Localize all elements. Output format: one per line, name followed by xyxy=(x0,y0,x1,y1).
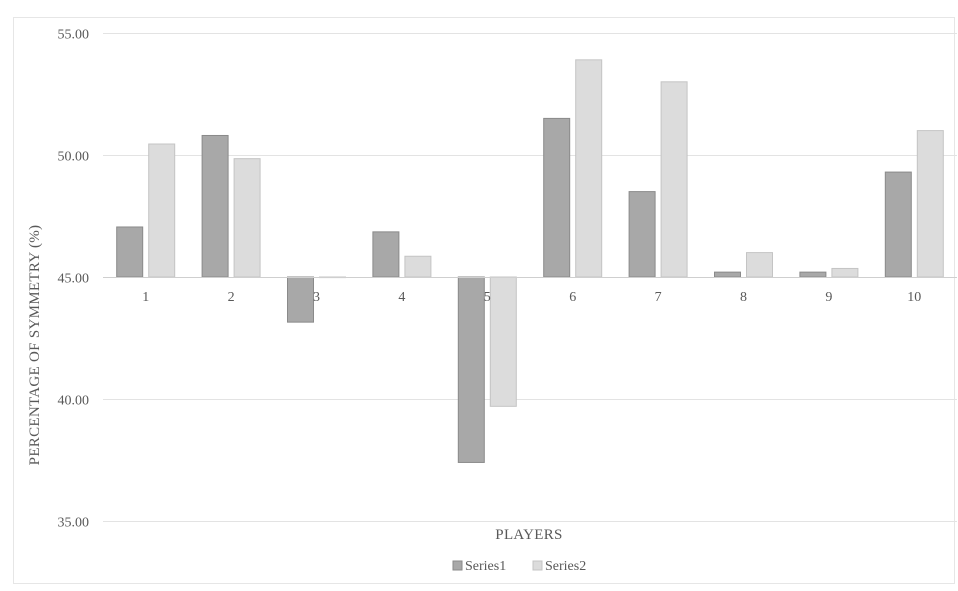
bar-series2-player-5 xyxy=(489,276,517,407)
x-tick-label: 6 xyxy=(569,290,576,305)
y-tick-label: 40.00 xyxy=(58,394,90,409)
bar-series1-player-10 xyxy=(884,171,912,278)
legend-label-series1: Series1 xyxy=(465,559,506,574)
bar-series2-player-7 xyxy=(660,81,688,278)
y-tick-label: 55.00 xyxy=(58,28,90,43)
bar-series1-player-3 xyxy=(287,276,314,323)
bar-series2-player-4 xyxy=(404,255,432,278)
bar-series1-player-1 xyxy=(116,226,144,278)
x-tick-label: 3 xyxy=(313,290,320,305)
x-axis-ticks: 1 2 3 4 5 6 7 8 9 10 xyxy=(142,290,921,305)
bar-series2-player-8 xyxy=(746,252,773,278)
legend-swatch-series2 xyxy=(532,560,543,571)
x-tick-label: 7 xyxy=(655,290,662,305)
bar-series2-player-2 xyxy=(233,158,261,278)
bar-series1-player-8 xyxy=(714,271,741,278)
bars xyxy=(116,59,944,463)
bar-series2-player-10 xyxy=(916,130,944,278)
x-tick-label: 5 xyxy=(484,290,491,305)
bar-series1-player-4 xyxy=(372,231,400,278)
x-tick-label: 1 xyxy=(142,290,149,305)
bar-series1-player-2 xyxy=(201,134,229,278)
bar-series1-player-6 xyxy=(543,117,571,278)
bar-series2-player-1 xyxy=(148,143,176,278)
bar-series1-player-9 xyxy=(799,271,827,278)
bar-series1-player-7 xyxy=(628,191,656,278)
x-tick-label: 8 xyxy=(740,290,747,305)
bar-series2-player-6 xyxy=(575,59,603,278)
y-tick-label: 35.00 xyxy=(58,516,90,531)
y-tick-label: 45.00 xyxy=(58,272,90,287)
y-axis-title: PERCENTAGE OF SYMMETRY (%) xyxy=(27,225,43,466)
bar-series2-player-9 xyxy=(831,267,859,278)
x-tick-label: 9 xyxy=(825,290,832,305)
x-tick-label: 2 xyxy=(228,290,235,305)
y-axis-ticks: 35.00 40.00 45.00 50.00 55.00 xyxy=(58,28,90,531)
legend: Series1 Series2 xyxy=(452,559,586,574)
y-tick-label: 50.00 xyxy=(58,150,90,165)
legend-label-series2: Series2 xyxy=(545,559,586,574)
x-tick-label: 10 xyxy=(907,290,921,305)
legend-swatch-series1 xyxy=(452,560,463,571)
bar-series1-player-5 xyxy=(457,276,485,463)
x-tick-label: 4 xyxy=(398,290,405,305)
x-axis-title: PLAYERS xyxy=(495,527,562,543)
